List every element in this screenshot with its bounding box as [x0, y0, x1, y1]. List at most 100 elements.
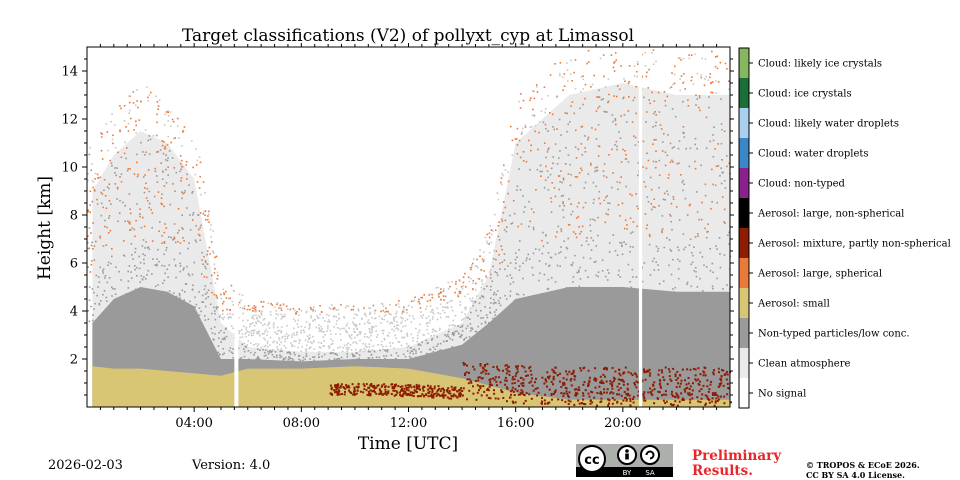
speckle-pixel [625, 154, 627, 156]
mixture-pixel [698, 390, 701, 393]
speckle-pixel [199, 212, 202, 214]
speckle-pixel [480, 280, 483, 283]
speckle-pixel [642, 166, 644, 168]
speckle-pixel [672, 258, 674, 261]
legend-label: Cloud: likely water droplets [758, 119, 899, 130]
speckle-pixel [493, 301, 496, 304]
mixture-pixel [692, 382, 694, 385]
speckle-pixel [127, 287, 130, 289]
speckle-pixel [340, 303, 342, 306]
speckle-pixel [161, 242, 163, 244]
speckle-pixel [369, 313, 371, 316]
mixture-pixel [687, 393, 690, 396]
speckle-pixel [493, 298, 495, 301]
speckle-pixel [521, 130, 524, 133]
speckle-pixel [438, 293, 440, 295]
speckle-pixel [281, 350, 283, 352]
speckle-pixel [145, 241, 147, 243]
speckle-pixel [715, 245, 717, 247]
speckle-pixel [386, 320, 389, 323]
speckle-pixel [374, 317, 376, 320]
mixture-pixel [676, 404, 679, 407]
speckle-pixel [402, 336, 405, 339]
speckle-pixel [292, 359, 295, 361]
speckle-pixel [207, 289, 210, 291]
speckle-pixel [343, 315, 345, 318]
mixture-pixel [579, 367, 582, 370]
mixture-pixel [492, 377, 495, 380]
speckle-pixel [580, 143, 583, 145]
mixture-pixel [569, 400, 572, 403]
speckle-pixel [603, 199, 606, 202]
speckle-pixel [537, 148, 539, 151]
speckle-pixel [400, 344, 403, 347]
speckle-pixel [532, 226, 535, 229]
speckle-pixel [239, 336, 241, 339]
speckle-pixel [584, 135, 586, 137]
speckle-pixel [489, 289, 492, 291]
speckle-pixel [538, 120, 541, 123]
speckle-pixel [651, 260, 654, 263]
speckle-pixel [545, 156, 547, 159]
mixture-pixel [617, 389, 620, 392]
mixture-pixel [686, 386, 689, 389]
speckle-pixel [150, 208, 152, 211]
mixture-pixel [482, 385, 485, 388]
speckle-pixel [318, 356, 320, 358]
speckle-pixel [459, 280, 461, 283]
speckle-pixel [89, 146, 91, 149]
mixture-pixel [492, 366, 495, 368]
speckle-pixel [462, 318, 465, 320]
speckle-pixel [475, 309, 477, 312]
mixture-pixel [442, 391, 445, 394]
speckle-pixel [475, 289, 477, 291]
speckle-pixel [157, 191, 160, 193]
mixture-pixel [604, 375, 606, 378]
speckle-pixel [382, 332, 384, 335]
speckle-pixel [367, 357, 370, 359]
speckle-pixel [628, 96, 630, 98]
speckle-pixel [214, 310, 216, 312]
speckle-pixel [723, 180, 726, 182]
speckle-pixel [709, 248, 711, 250]
speckle-pixel [156, 121, 158, 124]
speckle-pixel [300, 350, 302, 352]
speckle-pixel [145, 278, 147, 280]
speckle-pixel [105, 296, 108, 299]
speckle-pixel [111, 286, 113, 289]
speckle-pixel [598, 197, 600, 200]
speckle-pixel [167, 157, 169, 159]
speckle-pixel [173, 258, 176, 261]
speckle-pixel [156, 151, 158, 153]
speckle-pixel [181, 214, 183, 216]
mixture-pixel [336, 387, 338, 390]
mixture-pixel [702, 370, 705, 373]
speckle-pixel [264, 338, 267, 341]
speckle-pixel [647, 201, 650, 203]
mixture-pixel [450, 385, 453, 388]
mixture-pixel [537, 391, 540, 394]
speckle-pixel [637, 162, 640, 164]
speckle-pixel [219, 314, 222, 316]
speckle-pixel [644, 213, 647, 215]
speckle-pixel [690, 263, 692, 266]
speckle-pixel [523, 211, 525, 213]
speckle-pixel [538, 248, 541, 251]
speckle-pixel [333, 315, 336, 317]
speckle-pixel [292, 307, 295, 310]
speckle-pixel [108, 215, 111, 217]
speckle-pixel [385, 307, 387, 310]
speckle-pixel [321, 355, 323, 358]
speckle-pixel [494, 213, 496, 216]
speckle-pixel [533, 114, 536, 117]
mixture-pixel [612, 392, 615, 395]
mixture-pixel [553, 391, 556, 394]
speckle-pixel [212, 230, 215, 232]
speckle-pixel [468, 280, 471, 283]
speckle-pixel [630, 232, 632, 235]
speckle-pixel [99, 237, 102, 239]
speckle-pixel [305, 352, 308, 355]
speckle-pixel [255, 322, 258, 325]
speckle-pixel [395, 304, 397, 306]
speckle-pixel [694, 137, 697, 140]
